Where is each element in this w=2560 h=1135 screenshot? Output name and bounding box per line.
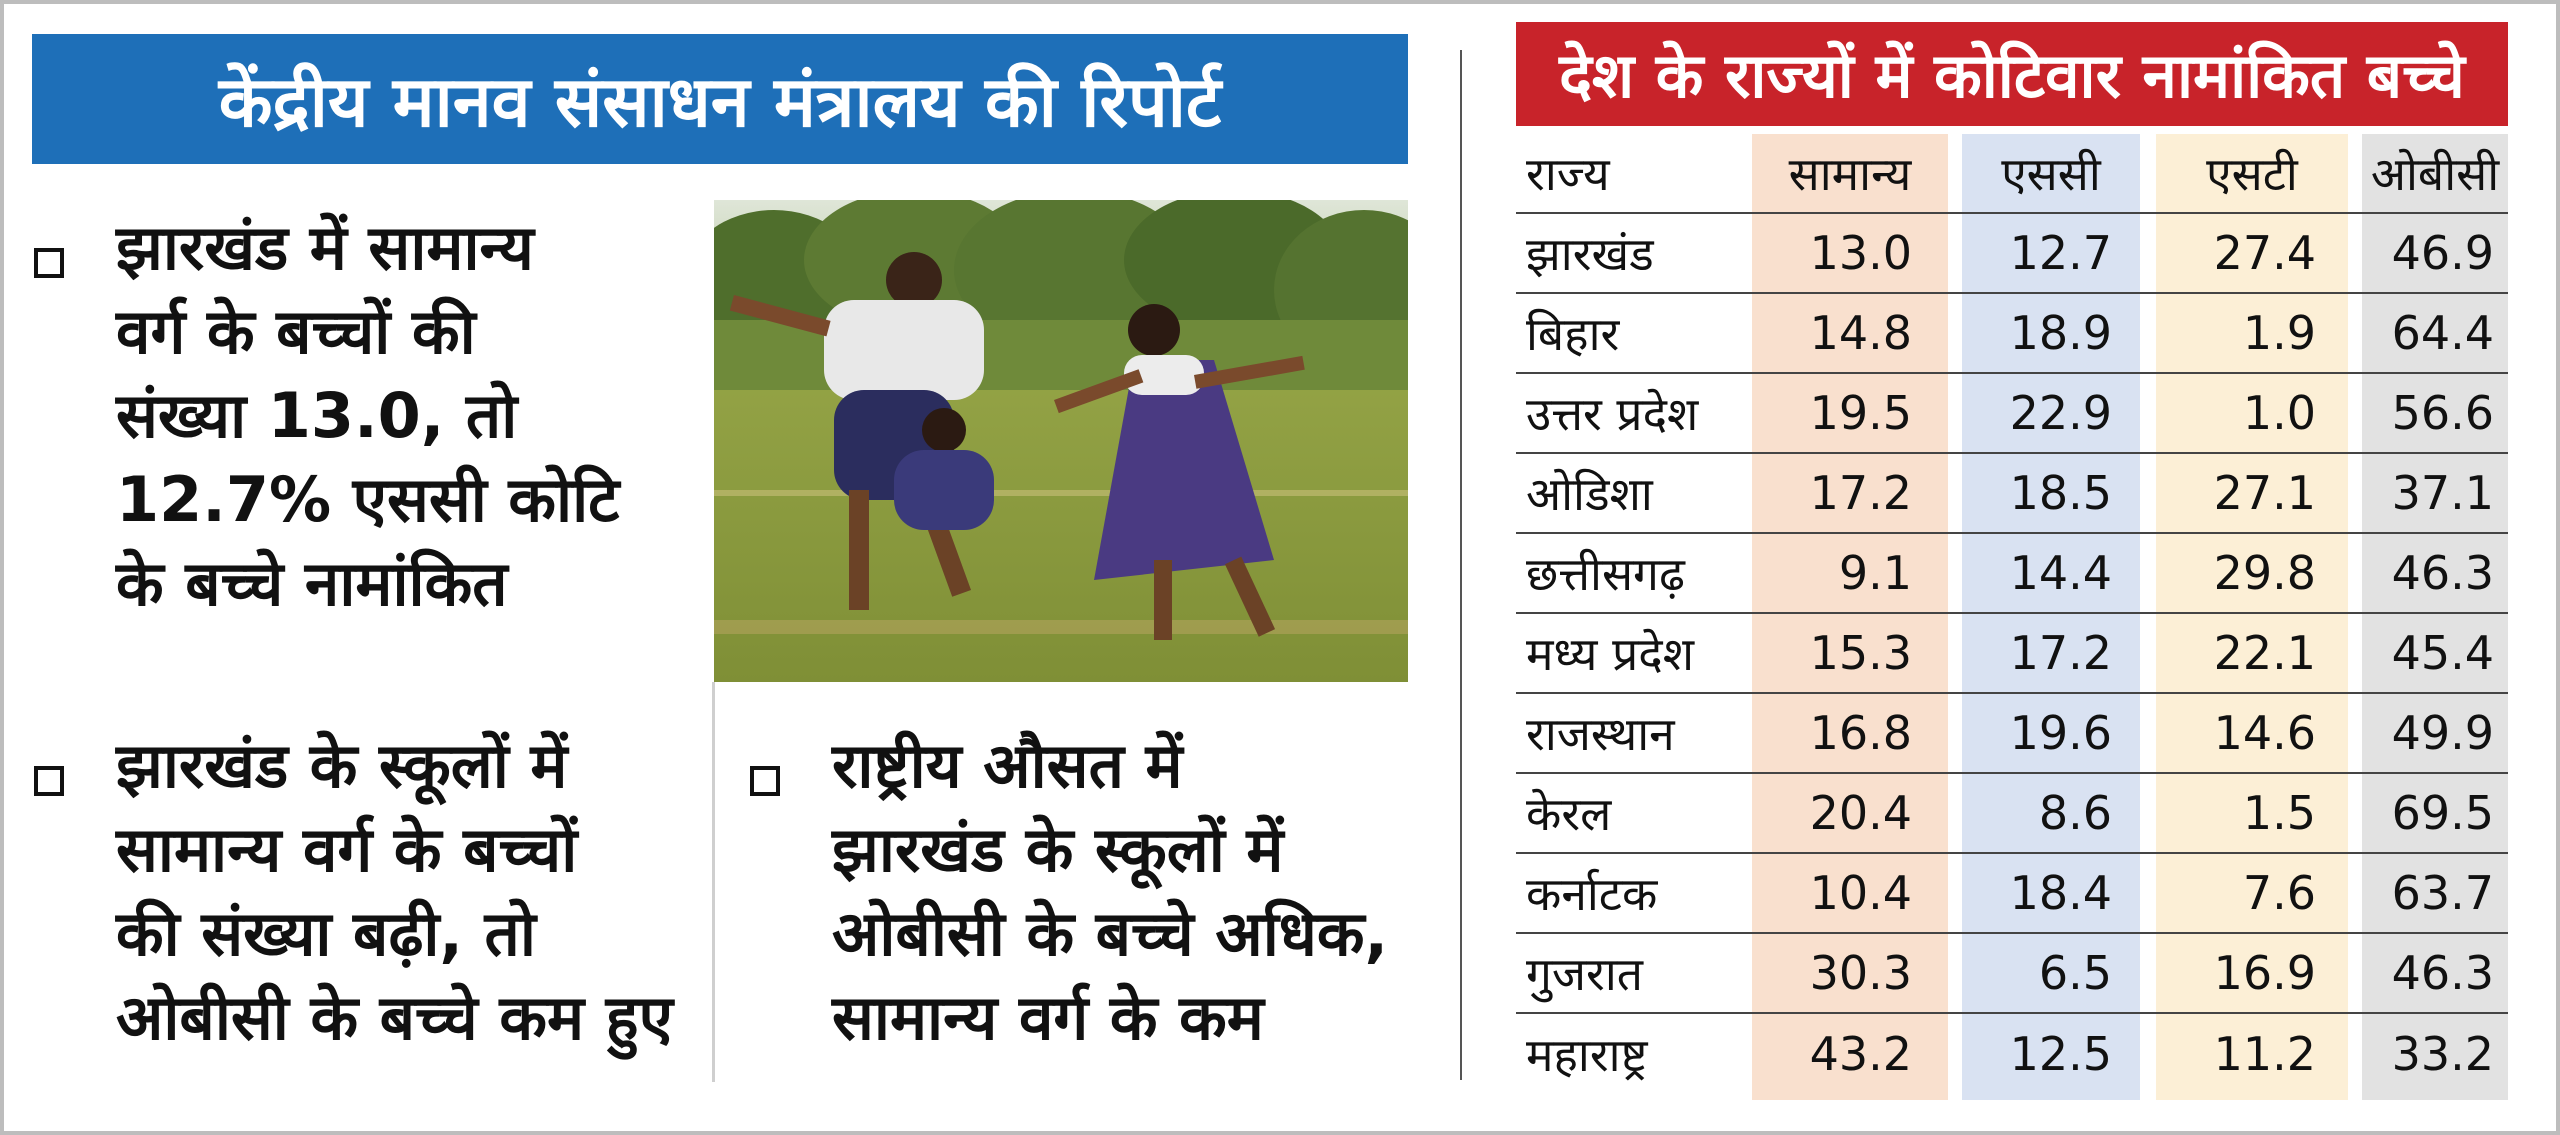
cell-general: 20.4 bbox=[1809, 786, 1912, 840]
cell-state: छत्तीसगढ़ bbox=[1526, 547, 1685, 601]
table-row: कर्नाटक 10.4 18.4 7.6 63.7 bbox=[1516, 854, 2508, 934]
cell-sc: 18.5 bbox=[2009, 466, 2112, 520]
column-background-general bbox=[1752, 134, 1948, 1100]
students-photo bbox=[714, 200, 1408, 682]
bullet-text: झारखंड में सामान्य वर्ग के बच्चों की संख… bbox=[116, 211, 620, 620]
cell-st: 16.9 bbox=[2213, 946, 2316, 1000]
cell-general: 17.2 bbox=[1809, 466, 1912, 520]
cell-sc: 14.4 bbox=[2009, 546, 2112, 600]
cell-st: 11.2 bbox=[2213, 1027, 2316, 1081]
cell-obc: 64.4 bbox=[2391, 306, 2494, 360]
cell-st: 27.1 bbox=[2213, 466, 2316, 520]
cell-general: 15.3 bbox=[1809, 626, 1912, 680]
cell-obc: 46.3 bbox=[2391, 946, 2494, 1000]
table-row: ओडिशा 17.2 18.5 27.1 37.1 bbox=[1516, 454, 2508, 534]
playing-girls-image bbox=[714, 200, 1408, 682]
cell-sc: 12.7 bbox=[2009, 226, 2112, 280]
section-divider bbox=[1460, 50, 1462, 1080]
cell-state: महाराष्ट्र bbox=[1526, 1028, 1648, 1082]
bullet-text: राष्ट्रीय औसत में झारखंड के स्कूलों में … bbox=[832, 729, 1389, 1054]
cell-general: 9.1 bbox=[1838, 546, 1912, 600]
cell-state: बिहार bbox=[1526, 307, 1620, 361]
cell-general: 19.5 bbox=[1809, 386, 1912, 440]
cell-sc: 6.5 bbox=[2038, 946, 2112, 1000]
checkbox-square-icon bbox=[34, 248, 64, 278]
right-title: देश के राज्यों में कोटिवार नामांकित बच्च… bbox=[1559, 39, 2465, 112]
cell-sc: 18.9 bbox=[2009, 306, 2112, 360]
table-row: मध्य प्रदेश 15.3 17.2 22.1 45.4 bbox=[1516, 614, 2508, 694]
cell-sc: 8.6 bbox=[2038, 786, 2112, 840]
cell-sc: 17.2 bbox=[2009, 626, 2112, 680]
cell-st: 14.6 bbox=[2213, 706, 2316, 760]
header-state: राज्य bbox=[1526, 147, 1610, 201]
cell-state: झारखंड bbox=[1526, 227, 1654, 281]
left-title: केंद्रीय मानव संसाधन मंत्रालय की रिपोर्ट bbox=[218, 61, 1222, 143]
cell-st: 27.4 bbox=[2213, 226, 2316, 280]
bullet-point-3: राष्ट्रीय औसत में झारखंड के स्कूलों में … bbox=[750, 724, 1430, 1060]
cell-state: मध्य प्रदेश bbox=[1526, 627, 1694, 681]
table-row: गुजरात 30.3 6.5 16.9 46.3 bbox=[1516, 934, 2508, 1014]
right-title-banner: देश के राज्यों में कोटिवार नामांकित बच्च… bbox=[1516, 22, 2508, 126]
cell-general: 14.8 bbox=[1809, 306, 1912, 360]
bullet-point-1: झारखंड में सामान्य वर्ग के बच्चों की संख… bbox=[34, 206, 674, 626]
cell-state: गुजरात bbox=[1526, 947, 1643, 1001]
cell-obc: 49.9 bbox=[2391, 706, 2494, 760]
table-row: छत्तीसगढ़ 9.1 14.4 29.8 46.3 bbox=[1516, 534, 2508, 614]
table-row: राजस्थान 16.8 19.6 14.6 49.9 bbox=[1516, 694, 2508, 774]
cell-sc: 18.4 bbox=[2009, 866, 2112, 920]
table-row: झारखंड 13.0 12.7 27.4 46.9 bbox=[1516, 214, 2508, 294]
cell-st: 1.9 bbox=[2242, 306, 2316, 360]
table-row: महाराष्ट्र 43.2 12.5 11.2 33.2 bbox=[1516, 1014, 2508, 1094]
column-background-sc bbox=[1962, 134, 2140, 1100]
header-sc: एससी bbox=[2001, 147, 2101, 201]
table-row: केरल 20.4 8.6 1.5 69.5 bbox=[1516, 774, 2508, 854]
cell-state: राजस्थान bbox=[1526, 707, 1675, 761]
checkbox-square-icon bbox=[750, 766, 780, 796]
cell-obc: 46.3 bbox=[2391, 546, 2494, 600]
checkbox-square-icon bbox=[34, 766, 64, 796]
cell-obc: 56.6 bbox=[2391, 386, 2494, 440]
cell-general: 16.8 bbox=[1809, 706, 1912, 760]
cell-state: केरल bbox=[1526, 787, 1612, 841]
cell-obc: 37.1 bbox=[2391, 466, 2494, 520]
cell-general: 10.4 bbox=[1809, 866, 1912, 920]
cell-obc: 63.7 bbox=[2391, 866, 2494, 920]
cell-state: उत्तर प्रदेश bbox=[1526, 387, 1699, 441]
cell-obc: 69.5 bbox=[2391, 786, 2494, 840]
column-divider bbox=[712, 682, 715, 1082]
table-row: बिहार 14.8 18.9 1.9 64.4 bbox=[1516, 294, 2508, 374]
cell-general: 13.0 bbox=[1809, 226, 1912, 280]
table-row: उत्तर प्रदेश 19.5 22.9 1.0 56.6 bbox=[1516, 374, 2508, 454]
cell-st: 22.1 bbox=[2213, 626, 2316, 680]
cell-sc: 12.5 bbox=[2009, 1027, 2112, 1081]
cell-state: कर्नाटक bbox=[1526, 867, 1658, 921]
cell-sc: 22.9 bbox=[2009, 386, 2112, 440]
cell-general: 43.2 bbox=[1809, 1027, 1912, 1081]
header-obc: ओबीसी bbox=[2370, 147, 2500, 201]
cell-obc: 33.2 bbox=[2391, 1027, 2494, 1081]
cell-general: 30.3 bbox=[1809, 946, 1912, 1000]
cell-obc: 46.9 bbox=[2391, 226, 2494, 280]
column-background-obc bbox=[2362, 134, 2508, 1100]
cell-st: 1.0 bbox=[2242, 386, 2316, 440]
bullet-text: झारखंड के स्कूलों में सामान्य वर्ग के बच… bbox=[116, 729, 673, 1054]
bullet-point-2: झारखंड के स्कूलों में सामान्य वर्ग के बच… bbox=[34, 724, 694, 1060]
left-title-banner: केंद्रीय मानव संसाधन मंत्रालय की रिपोर्ट bbox=[32, 34, 1408, 164]
header-st: एसटी bbox=[2206, 147, 2298, 201]
cell-obc: 45.4 bbox=[2391, 626, 2494, 680]
cell-state: ओडिशा bbox=[1526, 467, 1653, 521]
column-background-st bbox=[2156, 134, 2348, 1100]
table-header-row: राज्य सामान्य एससी एसटी ओबीसी bbox=[1516, 134, 2508, 214]
cell-st: 7.6 bbox=[2242, 866, 2316, 920]
cell-st: 1.5 bbox=[2242, 786, 2316, 840]
cell-sc: 19.6 bbox=[2009, 706, 2112, 760]
cell-st: 29.8 bbox=[2213, 546, 2316, 600]
header-general: सामान्य bbox=[1788, 147, 1912, 201]
